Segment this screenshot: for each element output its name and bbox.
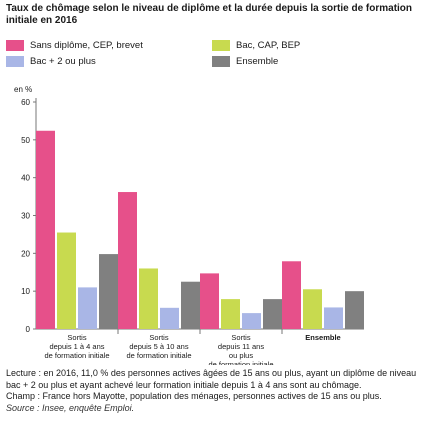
x-category-label: depuis 5 à 10 ans <box>129 342 188 351</box>
x-category-label: Sortis <box>231 333 250 342</box>
legend-swatch-bac-plus-2 <box>6 56 24 67</box>
chart-title: Taux de chômage selon le niveau de diplô… <box>6 3 413 26</box>
legend-swatch-ensemble <box>212 56 230 67</box>
bar <box>303 289 322 329</box>
bar <box>36 130 55 329</box>
y-tick-label: 0 <box>26 325 31 334</box>
note-source: Source : Insee, enquête Emploi. <box>6 402 135 413</box>
bar <box>99 254 118 329</box>
legend-swatch-bac-cap-bep <box>212 40 230 51</box>
bar <box>221 299 240 329</box>
bar <box>263 299 282 329</box>
x-category-label: depuis 1 à 4 ans <box>49 342 104 351</box>
legend-label-ensemble: Ensemble <box>236 56 279 67</box>
bar <box>139 268 158 329</box>
y-tick-label: 10 <box>21 287 30 296</box>
y-tick-label: 30 <box>21 212 30 221</box>
legend-label-bac-cap-bep: Bac, CAP, BEP <box>236 40 301 51</box>
y-tick-label: 60 <box>21 98 30 107</box>
y-axis-unit-label: en % <box>14 85 32 94</box>
bar <box>345 291 364 329</box>
bar <box>118 192 137 329</box>
note-champ: Champ : France hors Mayotte, population … <box>6 391 382 401</box>
x-category-label: de formation initiale <box>44 351 109 360</box>
x-category-label: de formation initiale <box>208 360 273 365</box>
bar <box>78 287 97 329</box>
bar <box>242 313 261 329</box>
x-category-label: Ensemble <box>305 333 340 342</box>
bar <box>181 281 200 329</box>
chart-notes: Lecture : en 2016, 11,0 % des personnes … <box>6 368 422 414</box>
legend-label-bac-plus-2: Bac + 2 ou plus <box>30 56 96 67</box>
x-category-label: ou plus <box>229 351 253 360</box>
legend-swatch-sans-diplome <box>6 40 24 51</box>
bar <box>160 307 179 329</box>
y-tick-label: 40 <box>21 174 30 183</box>
x-category-label: Sortis <box>149 333 168 342</box>
x-category-label: depuis 11 ans <box>218 342 264 351</box>
bar <box>57 232 76 329</box>
bar <box>324 307 343 329</box>
bar <box>200 273 219 329</box>
legend-label-sans-diplome: Sans diplôme, CEP, brevet <box>30 40 143 51</box>
x-category-label: Sortis <box>67 333 86 342</box>
y-tick-label: 20 <box>21 249 30 258</box>
y-tick-label: 50 <box>21 136 30 145</box>
x-category-label: de formation initiale <box>126 351 191 360</box>
bar <box>282 261 301 329</box>
note-lecture: Lecture : en 2016, 11,0 % des personnes … <box>6 368 417 390</box>
